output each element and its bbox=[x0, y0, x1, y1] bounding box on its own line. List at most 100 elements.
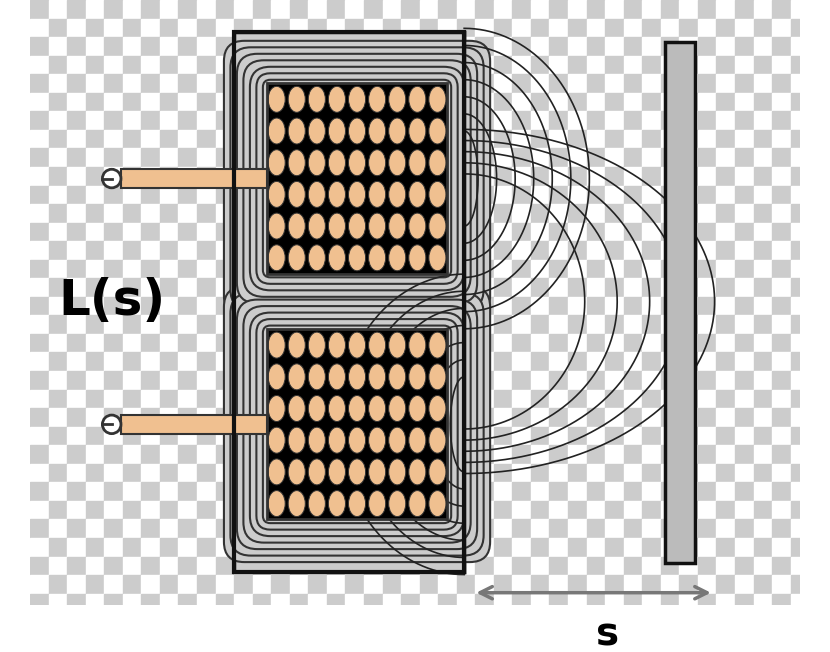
Bar bbox=[679, 445, 698, 464]
Bar bbox=[85, 130, 105, 149]
Bar bbox=[661, 408, 679, 426]
Bar bbox=[642, 316, 661, 334]
Bar bbox=[809, 445, 828, 464]
Ellipse shape bbox=[349, 118, 365, 144]
Bar bbox=[512, 278, 531, 297]
Bar bbox=[716, 538, 735, 557]
Ellipse shape bbox=[308, 118, 325, 144]
Bar bbox=[216, 259, 234, 278]
Bar bbox=[383, 389, 401, 408]
Bar bbox=[271, 482, 290, 501]
Bar bbox=[252, 149, 271, 167]
Bar bbox=[252, 557, 271, 575]
Bar bbox=[494, 501, 512, 520]
Bar bbox=[197, 55, 216, 74]
Bar bbox=[420, 186, 438, 204]
Bar bbox=[123, 612, 141, 630]
Ellipse shape bbox=[388, 181, 406, 207]
Bar bbox=[735, 259, 754, 278]
Bar bbox=[698, 222, 716, 241]
Bar bbox=[549, 259, 568, 278]
Bar bbox=[308, 93, 327, 111]
Ellipse shape bbox=[409, 86, 426, 112]
Bar bbox=[85, 297, 105, 316]
Bar bbox=[271, 55, 290, 74]
Bar bbox=[623, 593, 642, 612]
Bar bbox=[531, 353, 549, 371]
Bar bbox=[438, 297, 456, 316]
Bar bbox=[568, 593, 587, 612]
Bar bbox=[716, 575, 735, 593]
Bar bbox=[197, 149, 216, 167]
Bar bbox=[252, 630, 271, 649]
Bar bbox=[160, 593, 178, 612]
Bar bbox=[252, 297, 271, 316]
Bar bbox=[160, 55, 178, 74]
Bar bbox=[49, 241, 67, 259]
Bar bbox=[197, 316, 216, 334]
Bar bbox=[345, 389, 364, 408]
Bar bbox=[772, 520, 791, 538]
Bar bbox=[49, 186, 67, 204]
Ellipse shape bbox=[349, 150, 365, 175]
Bar bbox=[476, 593, 494, 612]
Bar bbox=[401, 389, 420, 408]
Bar bbox=[494, 149, 512, 167]
Bar bbox=[290, 389, 308, 408]
Bar bbox=[809, 538, 828, 557]
Bar bbox=[197, 222, 216, 241]
Bar bbox=[49, 37, 67, 55]
Bar bbox=[364, 74, 383, 93]
Bar bbox=[457, 501, 476, 520]
Ellipse shape bbox=[429, 459, 446, 485]
Bar bbox=[178, 557, 197, 575]
Bar bbox=[587, 445, 605, 464]
Bar bbox=[679, 557, 698, 575]
Bar bbox=[438, 353, 456, 371]
Bar bbox=[49, 482, 67, 501]
Bar bbox=[828, 557, 830, 575]
Bar bbox=[234, 612, 252, 630]
Bar bbox=[679, 334, 698, 353]
Bar bbox=[549, 334, 568, 353]
Bar bbox=[512, 612, 531, 630]
Bar bbox=[252, 111, 271, 130]
Bar bbox=[234, 74, 252, 93]
Ellipse shape bbox=[429, 244, 446, 271]
Bar bbox=[698, 408, 716, 426]
Bar bbox=[49, 0, 67, 18]
Bar bbox=[772, 464, 791, 482]
Bar bbox=[531, 557, 549, 575]
Bar bbox=[512, 111, 531, 130]
Bar bbox=[531, 612, 549, 630]
Bar bbox=[754, 297, 772, 316]
Bar bbox=[568, 557, 587, 575]
Bar bbox=[290, 426, 308, 445]
Bar bbox=[735, 612, 754, 630]
Bar bbox=[735, 55, 754, 74]
Bar bbox=[271, 222, 290, 241]
Bar bbox=[290, 612, 308, 630]
Bar bbox=[30, 186, 49, 204]
Bar bbox=[327, 353, 345, 371]
Bar bbox=[623, 111, 642, 130]
Bar bbox=[512, 557, 531, 575]
Bar bbox=[754, 538, 772, 557]
Bar bbox=[420, 482, 438, 501]
Bar bbox=[494, 557, 512, 575]
Bar bbox=[679, 18, 698, 37]
Bar bbox=[457, 55, 476, 74]
Bar bbox=[457, 612, 476, 630]
Bar bbox=[698, 557, 716, 575]
Ellipse shape bbox=[268, 364, 286, 390]
Bar bbox=[531, 149, 549, 167]
Bar bbox=[642, 593, 661, 612]
Bar bbox=[772, 334, 791, 353]
Bar bbox=[587, 167, 605, 186]
Bar bbox=[828, 445, 830, 464]
Ellipse shape bbox=[288, 213, 305, 239]
Bar bbox=[531, 74, 549, 93]
Bar bbox=[364, 297, 383, 316]
Bar bbox=[679, 241, 698, 259]
Bar bbox=[290, 501, 308, 520]
